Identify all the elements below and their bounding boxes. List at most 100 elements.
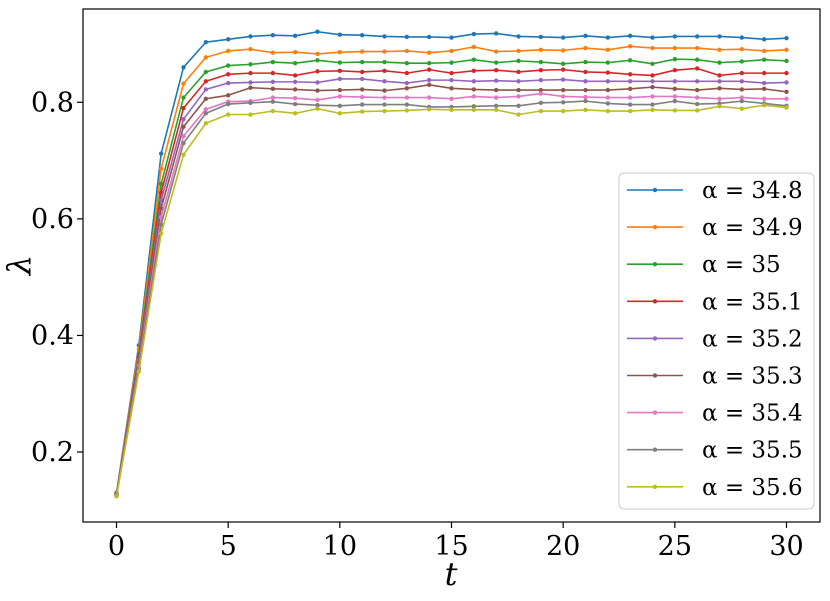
data-point xyxy=(650,73,655,78)
data-point xyxy=(516,69,521,75)
x-tick-label: 25 xyxy=(658,531,692,562)
y-axis-label: λ xyxy=(0,255,38,277)
data-point xyxy=(583,98,588,104)
data-point xyxy=(471,31,477,37)
legend-label: α = 35.4 xyxy=(702,401,803,427)
data-point xyxy=(516,103,521,108)
data-point xyxy=(471,107,477,113)
legend-entry: α = 34.9 xyxy=(627,215,803,241)
data-point xyxy=(538,77,544,83)
x-tick-label: 30 xyxy=(769,531,803,562)
data-point xyxy=(203,40,209,45)
data-point xyxy=(181,81,186,86)
data-point xyxy=(739,79,745,84)
data-point xyxy=(181,140,186,146)
data-point xyxy=(315,51,320,57)
data-point xyxy=(650,45,655,51)
data-point xyxy=(694,57,700,62)
data-point xyxy=(761,70,767,76)
data-point xyxy=(605,101,611,106)
data-point xyxy=(359,94,365,100)
data-point xyxy=(650,102,655,107)
y-tick-label: 0.8 xyxy=(31,87,74,118)
data-point xyxy=(426,107,432,112)
data-point xyxy=(225,112,231,117)
data-point xyxy=(248,112,253,117)
legend-marker xyxy=(652,373,658,378)
data-point xyxy=(627,33,633,39)
data-point xyxy=(516,48,521,54)
data-point xyxy=(672,108,678,113)
legend-items: α = 34.8 α = 34.9 α = 35 α = 35.1 α = 35.2 α … xyxy=(627,178,803,501)
data-point xyxy=(248,47,253,52)
y-tick-label: 0.4 xyxy=(31,320,74,351)
legend-marker xyxy=(652,484,658,489)
data-point xyxy=(382,59,387,65)
data-point xyxy=(516,94,521,99)
x-axis-label: t xyxy=(445,555,458,593)
data-point xyxy=(739,87,745,92)
data-point xyxy=(583,94,588,100)
data-point xyxy=(717,86,722,91)
data-point xyxy=(292,33,298,39)
data-point xyxy=(605,87,611,93)
data-point xyxy=(717,96,722,101)
data-point xyxy=(471,68,477,73)
data-point xyxy=(382,68,387,73)
legend-marker xyxy=(652,299,658,304)
data-point xyxy=(382,88,387,93)
data-point xyxy=(270,108,276,114)
data-point xyxy=(761,48,767,54)
data-point xyxy=(627,102,633,107)
legend-label: α = 34.9 xyxy=(702,215,803,241)
data-point xyxy=(449,96,454,101)
data-point xyxy=(426,95,432,100)
data-point xyxy=(672,86,678,92)
legend-entry: α = 35.3 xyxy=(627,364,803,390)
data-point xyxy=(114,494,119,499)
legend-entry: α = 35.5 xyxy=(627,438,803,464)
data-point xyxy=(739,98,745,104)
data-point xyxy=(404,108,410,113)
x-axis-ticks: 0 5 10 15 20 25 30 xyxy=(108,522,804,562)
data-point xyxy=(203,69,209,75)
data-point xyxy=(404,48,410,54)
legend-label: α = 35 xyxy=(702,252,781,278)
data-point xyxy=(560,77,566,82)
data-point xyxy=(627,44,633,49)
data-point xyxy=(382,34,387,39)
legend-box xyxy=(618,172,815,510)
data-point xyxy=(382,49,387,54)
legend-marker xyxy=(652,187,658,193)
data-point xyxy=(784,35,789,41)
data-point xyxy=(560,35,566,40)
data-point xyxy=(627,79,633,84)
data-point xyxy=(694,66,700,71)
legend-label: α = 34.8 xyxy=(702,178,803,204)
data-point xyxy=(672,34,678,39)
data-point xyxy=(158,166,164,171)
legend: α = 34.8 α = 34.9 α = 35 α = 35.1 α = 35.2 α … xyxy=(618,172,815,510)
data-point xyxy=(672,68,678,73)
data-point xyxy=(627,58,633,63)
data-point xyxy=(292,61,298,66)
data-point xyxy=(292,101,298,107)
data-point xyxy=(181,133,186,139)
legend-marker xyxy=(652,224,658,230)
data-point xyxy=(694,45,700,51)
data-point xyxy=(516,79,521,84)
data-point xyxy=(583,59,588,65)
data-point xyxy=(717,34,722,39)
data-point xyxy=(784,105,789,110)
legend-label: α = 35.2 xyxy=(702,326,803,352)
data-point xyxy=(739,95,745,100)
data-point xyxy=(605,35,611,40)
data-point xyxy=(337,60,343,65)
data-point xyxy=(493,107,499,113)
data-point xyxy=(538,91,544,96)
series-1 xyxy=(114,44,789,497)
data-point xyxy=(337,49,343,55)
data-point xyxy=(382,108,387,114)
data-point xyxy=(292,73,298,78)
data-point xyxy=(158,206,164,211)
